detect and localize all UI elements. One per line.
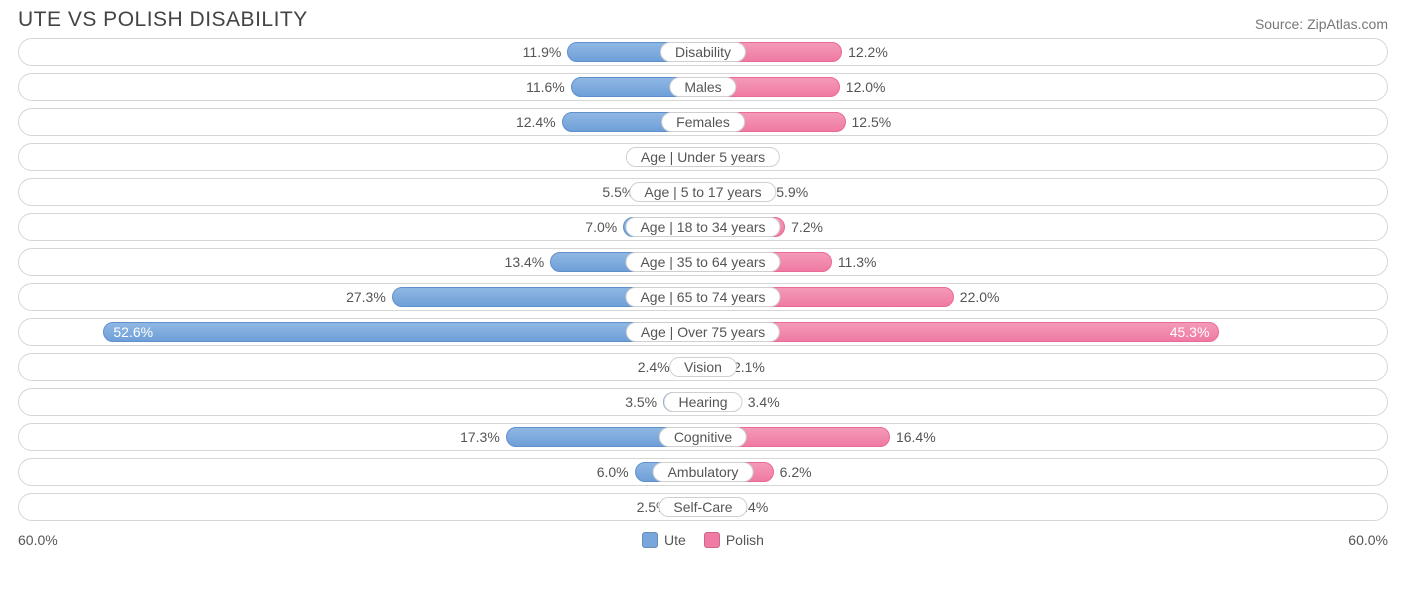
bar-row: 52.6%45.3%Age | Over 75 years [18,318,1388,346]
category-label: Age | Under 5 years [626,147,780,167]
bar-row: 13.4% 11.3% Age | 35 to 64 years [18,248,1388,276]
value-right: 12.0% [840,74,886,100]
value-right: 45.3% [703,319,1219,345]
bar-row: 17.3% 16.4% Cognitive [18,423,1388,451]
axis-max-right: 60.0% [1348,532,1388,548]
value-right: 22.0% [954,284,1000,310]
category-label: Disability [660,42,746,62]
bar-row: 6.0% 6.2% Ambulatory [18,458,1388,486]
bar-row: 27.3% 22.0% Age | 65 to 74 years [18,283,1388,311]
value-right: 12.5% [846,109,892,135]
value-left: 3.5% [625,389,663,415]
legend: Ute Polish [58,532,1349,548]
value-right: 7.2% [785,214,823,240]
bar-row: 7.0% 7.2%Age | 18 to 34 years [18,213,1388,241]
value-left: 12.4% [516,109,562,135]
category-label: Hearing [663,392,742,412]
value-right: 12.2% [842,39,888,65]
bar-row: 2.5%2.4%Self-Care [18,493,1388,521]
value-left: 7.0% [585,214,623,240]
value-right: 6.2% [774,459,812,485]
category-label: Age | 5 to 17 years [629,182,776,202]
bar-row: 0.86%1.6%Age | Under 5 years [18,143,1388,171]
category-label: Females [661,112,745,132]
value-right: 3.4% [742,389,780,415]
chart-title: UTE VS POLISH DISABILITY [18,8,308,32]
value-right: 16.4% [890,424,936,450]
category-label: Males [669,77,736,97]
bar-row: 12.4% 12.5% Females [18,108,1388,136]
value-left: 52.6% [103,319,703,345]
category-label: Self-Care [658,497,747,517]
legend-swatch-polish [704,532,720,548]
category-label: Cognitive [659,427,747,447]
category-label: Age | Over 75 years [626,322,780,342]
chart-footer: 60.0% Ute Polish 60.0% [0,532,1406,558]
bar-row: 11.6% 12.0% Males [18,73,1388,101]
header: UTE VS POLISH DISABILITY Source: ZipAtla… [0,0,1406,38]
value-left: 27.3% [346,284,392,310]
bar-row: 2.4%2.1%Vision [18,353,1388,381]
category-label: Age | 35 to 64 years [625,252,780,272]
legend-item-polish: Polish [704,532,764,548]
legend-swatch-ute [642,532,658,548]
category-label: Ambulatory [653,462,754,482]
value-left: 11.9% [523,39,568,65]
bar-row: 3.5% 3.4%Hearing [18,388,1388,416]
category-label: Age | 65 to 74 years [625,287,780,307]
legend-label-ute: Ute [664,532,686,548]
diverging-bar-chart: 11.9% 12.2% Disability 11.6% 12.0% Males 12.4%… [0,38,1406,532]
category-label: Age | 18 to 34 years [625,217,780,237]
axis-max-left: 60.0% [18,532,58,548]
value-left: 17.3% [460,424,506,450]
category-label: Vision [669,357,737,377]
bar-row: 11.9% 12.2% Disability [18,38,1388,66]
legend-item-ute: Ute [642,532,686,548]
legend-label-polish: Polish [726,532,764,548]
value-left: 13.4% [505,249,551,275]
value-left: 6.0% [597,459,635,485]
bar-row: 5.5%5.9%Age | 5 to 17 years [18,178,1388,206]
value-left: 11.6% [526,74,571,100]
source-attribution: Source: ZipAtlas.com [1255,16,1388,32]
value-right: 11.3% [832,249,877,275]
